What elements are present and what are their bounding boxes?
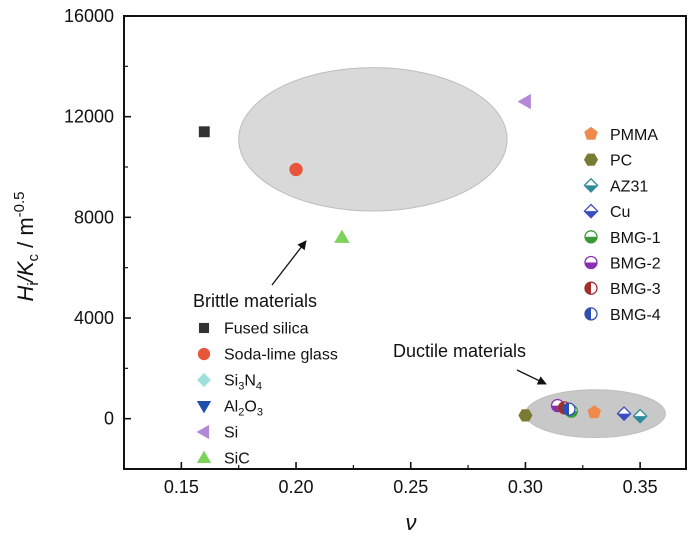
legend-marker	[583, 177, 599, 193]
ductile-arrow	[516, 369, 547, 385]
legend-marker	[584, 281, 598, 295]
legend-marker	[583, 203, 599, 219]
point-cu	[616, 406, 632, 422]
legend-label: BMG-1	[610, 230, 661, 247]
y-tick-label: 0	[104, 409, 114, 429]
region-layer	[238, 67, 666, 439]
y-tick-label: 16000	[64, 6, 114, 26]
legend-label: Cu	[610, 204, 630, 221]
y-tick-label: 4000	[74, 308, 114, 328]
x-tick-label: 0.30	[508, 477, 543, 497]
legend-marker	[198, 322, 210, 334]
point-bmg-4	[562, 402, 576, 416]
axes: 0.15 0.20 0.25 0.30 0.35 0 4000 8000 12000 16000 ν…	[11, 6, 687, 535]
legend-marker	[584, 255, 598, 270]
legend-marker	[196, 450, 212, 464]
x-tick-label: 0.20	[279, 477, 314, 497]
legend-label: Fused silica	[224, 321, 309, 338]
legend-label: BMG-2	[610, 256, 661, 273]
legend-marker	[197, 373, 211, 387]
legend-label: BMG-3	[610, 281, 661, 298]
legend-label: BMG-4	[610, 307, 661, 324]
legend-marker	[196, 400, 212, 414]
point-si	[517, 93, 531, 110]
legend-marker	[584, 230, 598, 244]
plot-frame	[123, 15, 687, 470]
y-axis-title: Hi/Kc / m-0.5	[11, 191, 42, 301]
x-tick-label: 0.25	[393, 477, 428, 497]
legend-marker	[197, 347, 211, 361]
legend-label: PC	[610, 153, 632, 170]
legend-brittle-title: Brittle materials	[193, 291, 317, 311]
y-tick-label: 12000	[64, 107, 114, 127]
point-pmma	[587, 405, 602, 419]
x-tick-label: 0.15	[164, 477, 199, 497]
point-fused-silica	[198, 126, 210, 138]
legend-label: PMMA	[610, 127, 658, 144]
legend-label: AZ31	[610, 178, 648, 195]
data-points	[198, 93, 648, 424]
x-tick-label: 0.35	[623, 477, 658, 497]
legend-label: Si3N4	[224, 373, 262, 393]
legend-label: SiC	[224, 451, 250, 468]
point-az31	[632, 408, 648, 424]
legend-marker	[584, 126, 598, 140]
legend-marker	[196, 424, 210, 440]
x-axis-title: ν	[406, 510, 417, 535]
legend-label: Soda-lime glass	[224, 347, 338, 364]
legend-marker	[584, 307, 598, 321]
brittle-region-ellipse	[238, 67, 508, 212]
point-pc	[518, 409, 533, 422]
legend-brittle: Brittle materials Fused silica Soda-lime g…	[193, 291, 338, 468]
point-soda-lime-glass	[289, 162, 303, 177]
legend-ductile: PMMA PC AZ31 Cu BMG-1 BMG-2 BMG-3 BMG-4	[583, 126, 661, 324]
legend-label: Si	[224, 425, 238, 442]
annotations: Ductile materials	[271, 240, 547, 385]
ductile-label: Ductile materials	[393, 341, 526, 361]
brittle-arrow	[271, 240, 307, 286]
point-sic	[334, 229, 350, 243]
y-tick-label: 8000	[74, 207, 114, 227]
legend-marker	[583, 153, 599, 166]
legend-label: Al2O3	[224, 399, 263, 419]
